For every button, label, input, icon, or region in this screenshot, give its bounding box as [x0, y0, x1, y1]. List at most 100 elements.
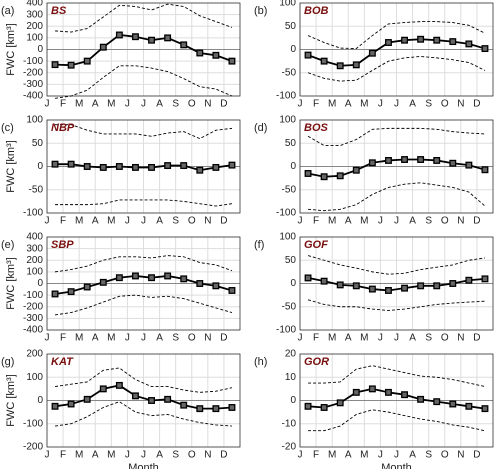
series-line	[307, 255, 486, 275]
x-tick-label: O	[441, 99, 449, 110]
y-tick-label: 0	[37, 395, 43, 406]
x-tick-label: N	[204, 99, 211, 110]
marker	[228, 57, 236, 65]
y-tick-label: 0	[37, 161, 43, 172]
x-tick-label: M	[360, 450, 368, 461]
y-tick-label: -10	[282, 418, 297, 429]
marker	[67, 288, 75, 296]
y-tick-label: 100	[26, 115, 43, 126]
axes-frame	[46, 2, 241, 97]
y-tick-label: -50	[282, 67, 297, 78]
marker	[433, 36, 441, 44]
panel-label: (d)	[254, 122, 267, 134]
marker	[385, 39, 392, 46]
marker	[51, 402, 59, 410]
y-tick-label: 100	[26, 267, 43, 278]
y-tick-label: -300	[23, 313, 43, 324]
x-tick-label: J	[394, 333, 399, 344]
x-tick-label: N	[457, 99, 464, 110]
x-tick-label: F	[60, 333, 66, 344]
x-tick-label: M	[75, 99, 83, 110]
y-tick-label: -100	[23, 418, 43, 429]
x-tick-label: A	[345, 99, 352, 110]
x-tick-label: J	[125, 99, 130, 110]
marker	[148, 163, 155, 171]
marker	[164, 395, 172, 403]
y-tick-label: 10	[285, 372, 297, 383]
marker	[449, 159, 457, 167]
x-tick-label: S	[425, 333, 432, 344]
x-tick-label: A	[92, 333, 99, 344]
marker	[352, 282, 360, 290]
y-axis-label: FWC [km³]	[5, 23, 17, 76]
x-tick-label: J	[378, 333, 383, 344]
marker	[465, 161, 473, 169]
marker	[83, 395, 91, 403]
x-tick-label: A	[345, 333, 352, 344]
x-tick-label: A	[345, 450, 352, 461]
x-axis-label: Month	[381, 462, 412, 469]
marker	[180, 162, 188, 170]
x-tick-label: N	[204, 333, 211, 344]
panel-title: GOR	[304, 356, 329, 368]
series-line	[54, 367, 233, 393]
marker	[164, 272, 172, 280]
x-tick-label: D	[473, 333, 480, 344]
x-tick-label: O	[188, 450, 196, 461]
marker	[228, 161, 236, 169]
x-tick-label: M	[360, 99, 368, 110]
y-tick-label: 0	[37, 44, 43, 55]
marker	[51, 160, 59, 168]
x-tick-label: O	[188, 333, 196, 344]
marker	[465, 276, 473, 284]
x-tick-label: D	[473, 216, 480, 227]
x-tick-label: J	[45, 216, 50, 227]
series-line	[307, 56, 486, 82]
y-tick-label: -50	[282, 301, 297, 312]
marker	[67, 160, 75, 168]
y-tick-label: 50	[285, 21, 297, 32]
x-tick-label: A	[92, 216, 99, 227]
y-tick-label: 0	[37, 278, 43, 289]
y-tick-label: -50	[282, 184, 297, 195]
y-tick-label: 0	[290, 161, 296, 172]
marker	[417, 282, 425, 290]
x-tick-label: A	[156, 216, 163, 227]
x-tick-label: N	[204, 450, 211, 461]
marker	[401, 36, 408, 44]
series-line	[307, 21, 486, 50]
panel-title: GOF	[304, 239, 328, 251]
series-line	[307, 299, 485, 311]
x-tick-label: F	[313, 333, 319, 344]
y-tick-label: -100	[276, 208, 296, 219]
y-tick-label: 400	[26, 0, 43, 9]
marker	[132, 392, 139, 400]
y-tick-label: 50	[285, 255, 297, 266]
x-tick-label: M	[107, 333, 115, 344]
x-tick-label: S	[425, 450, 432, 461]
axes-frame	[299, 2, 494, 97]
y-axis-label: FWC [km³]	[5, 257, 17, 310]
marker	[385, 388, 392, 396]
x-tick-label: J	[378, 216, 383, 227]
marker	[67, 400, 75, 408]
marker	[417, 395, 425, 403]
x-tick-label: J	[125, 450, 130, 461]
x-tick-label: A	[156, 99, 163, 110]
x-tick-label: O	[188, 216, 196, 227]
marker	[320, 404, 328, 411]
x-tick-label: M	[75, 450, 83, 461]
marker	[148, 36, 155, 44]
marker	[132, 272, 139, 280]
marker	[352, 166, 360, 174]
marker	[304, 51, 312, 59]
y-tick-label: -200	[23, 301, 43, 312]
x-tick-label: S	[425, 99, 432, 110]
x-tick-label: J	[45, 333, 50, 344]
marker	[67, 61, 75, 69]
y-tick-label: 100	[279, 232, 296, 243]
marker	[132, 33, 139, 41]
marker	[336, 399, 344, 407]
y-tick-label: 100	[26, 372, 43, 383]
x-tick-label: F	[313, 216, 319, 227]
